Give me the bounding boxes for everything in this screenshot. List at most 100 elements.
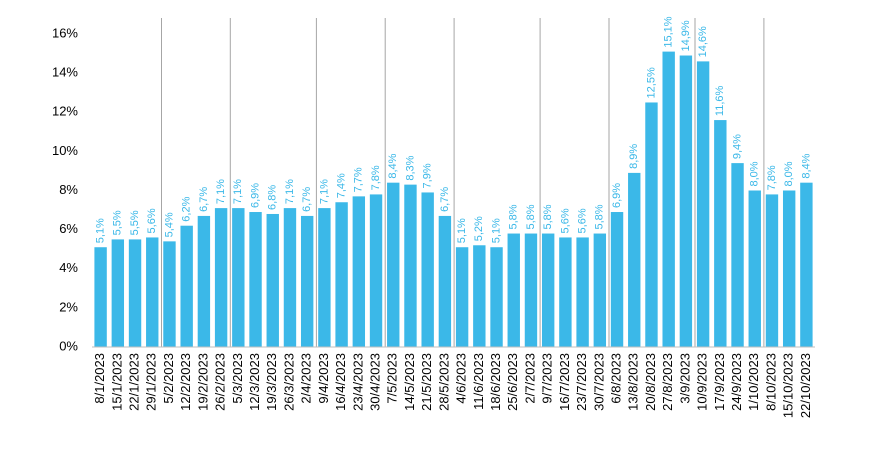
value-label: 6,7% (198, 187, 210, 212)
value-label: 8,4% (387, 153, 399, 178)
value-label: 7,8% (370, 165, 382, 190)
x-tick-label: 4/6/2023 (454, 353, 469, 404)
x-tick-label: 8/1/2023 (92, 353, 107, 404)
bar (524, 233, 538, 347)
bar (662, 51, 675, 347)
value-label: 6,7% (301, 187, 313, 212)
x-tick-label: 18/6/2023 (488, 353, 503, 411)
x-tick-label: 17/9/2023 (712, 353, 727, 411)
bar (387, 182, 400, 347)
x-tick-label: 24/9/2023 (729, 353, 744, 411)
x-tick-label: 12/3/2023 (247, 353, 262, 411)
value-label: 5,6% (577, 208, 589, 233)
bar (473, 245, 486, 347)
x-tick-label: 30/7/2023 (591, 353, 606, 411)
value-label: 7,1% (215, 179, 227, 204)
value-label: 5,8% (542, 204, 554, 229)
value-label: 5,2% (473, 216, 485, 241)
x-tick-label: 26/2/2023 (213, 353, 228, 411)
value-label: 8,0% (783, 161, 795, 186)
bar (628, 172, 641, 347)
x-tick-label: 7/5/2023 (385, 353, 400, 404)
y-tick-label: 8% (59, 182, 78, 197)
bar (128, 239, 142, 347)
value-label: 14,9% (680, 20, 692, 51)
value-label: 7,1% (284, 179, 296, 204)
value-label: 7,9% (422, 163, 434, 188)
value-label: 14,6% (697, 26, 709, 57)
bar (559, 237, 572, 347)
value-label: 5,6% (146, 208, 158, 233)
x-tick-label: 22/10/2023 (798, 353, 813, 418)
value-label: 5,1% (95, 218, 107, 243)
bar (232, 208, 245, 347)
x-tick-label: 5/3/2023 (230, 353, 245, 404)
bar (421, 192, 434, 347)
x-tick-label: 9/4/2023 (316, 353, 331, 404)
bar (300, 215, 314, 347)
x-tick-label: 22/1/2023 (126, 353, 141, 411)
bar (335, 202, 348, 347)
value-label: 15,1% (663, 16, 675, 47)
x-tick-label: 5/2/2023 (161, 353, 176, 404)
x-tick-label: 3/9/2023 (677, 353, 692, 404)
bar (266, 213, 279, 347)
x-tick-label: 2/7/2023 (522, 353, 537, 404)
bar (438, 215, 452, 347)
value-label: 5,8% (525, 204, 537, 229)
x-tick-label: 15/1/2023 (109, 353, 124, 411)
y-tick-label: 4% (59, 260, 78, 275)
value-label: 7,7% (353, 167, 365, 192)
bar (455, 247, 469, 347)
value-label: 5,6% (559, 208, 571, 233)
bar (111, 239, 125, 347)
value-label: 8,4% (800, 153, 812, 178)
bar (249, 212, 262, 347)
value-label: 7,8% (766, 165, 778, 190)
y-tick-label: 6% (59, 221, 78, 236)
x-tick-label: 16/7/2023 (557, 353, 572, 411)
y-tick-label: 0% (59, 338, 78, 353)
value-label: 7,1% (232, 179, 244, 204)
bar (593, 233, 607, 347)
value-label: 5,5% (112, 210, 124, 235)
bar (197, 215, 211, 347)
bar (490, 247, 503, 347)
x-tick-label: 27/8/2023 (660, 353, 675, 411)
bar (576, 237, 589, 347)
bar (94, 247, 107, 347)
x-tick-label: 21/5/2023 (419, 353, 434, 411)
y-tick-label: 2% (59, 299, 78, 314)
bar (765, 194, 779, 347)
x-tick-label: 15/10/2023 (781, 353, 796, 418)
y-tick-label: 16% (52, 25, 78, 40)
x-tick-label: 12/2/2023 (178, 353, 193, 411)
x-tick-label: 2/4/2023 (299, 353, 314, 404)
bar (352, 196, 366, 347)
value-label: 6,2% (181, 196, 193, 221)
bar (782, 190, 796, 347)
bar (748, 190, 761, 347)
value-label: 8,3% (404, 155, 416, 180)
x-tick-label: 19/2/2023 (195, 353, 210, 411)
bar (731, 163, 744, 347)
bar (163, 241, 176, 347)
bar (146, 237, 159, 347)
x-tick-label: 25/6/2023 (505, 353, 520, 411)
value-label: 9,4% (731, 134, 743, 159)
x-tick-label: 26/3/2023 (281, 353, 296, 411)
bar (180, 225, 193, 347)
x-tick-label: 23/7/2023 (574, 353, 589, 411)
bar (369, 194, 383, 347)
value-label: 6,9% (611, 183, 623, 208)
x-tick-label: 10/9/2023 (695, 353, 710, 411)
value-label: 5,5% (129, 210, 141, 235)
value-label: 7,1% (318, 179, 330, 204)
y-tick-label: 12% (52, 104, 78, 119)
x-tick-label: 20/8/2023 (643, 353, 658, 411)
x-tick-label: 11/6/2023 (471, 353, 486, 410)
value-label: 5,4% (163, 212, 175, 237)
x-tick-label: 8/10/2023 (763, 353, 778, 411)
bar (714, 120, 727, 347)
